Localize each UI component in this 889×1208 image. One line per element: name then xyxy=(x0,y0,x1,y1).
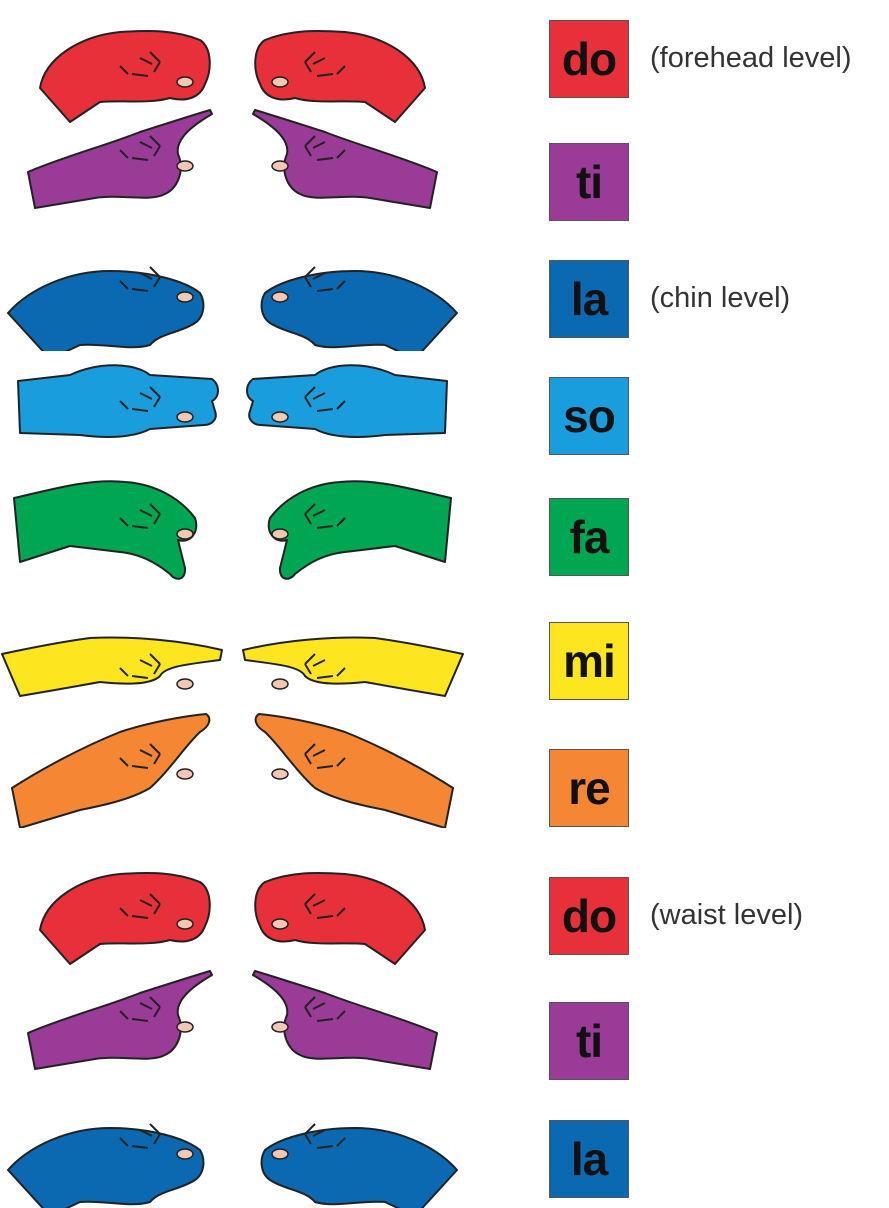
fist-icon xyxy=(0,860,225,978)
flat-palm-down-icon xyxy=(0,620,225,738)
solfege-row xyxy=(0,233,889,351)
thumb-down-icon xyxy=(240,470,465,588)
solfege-row xyxy=(0,353,889,471)
syllable-box: ti xyxy=(549,143,629,221)
solfege-row xyxy=(0,470,889,588)
level-note: (forehead level) xyxy=(650,42,852,74)
syllable-box: la xyxy=(549,260,629,338)
fist-icon xyxy=(0,18,225,136)
syllable-box: la xyxy=(549,1120,629,1198)
drooping-hand-icon xyxy=(240,1090,465,1208)
solfege-row xyxy=(0,1090,889,1208)
fist-icon xyxy=(240,18,465,136)
syllable-box: re xyxy=(549,749,629,827)
thumb-down-icon xyxy=(0,470,225,588)
pointing-up-icon xyxy=(0,963,225,1081)
flat-hand-icon xyxy=(0,353,225,471)
solfege-row xyxy=(0,710,889,828)
solfege-row xyxy=(0,963,889,1081)
solfege-row xyxy=(0,102,889,220)
syllable-box: do xyxy=(549,20,629,98)
syllable-box: ti xyxy=(549,1002,629,1080)
syllable-box: fa xyxy=(549,498,629,576)
solfege-row xyxy=(0,620,889,738)
syllable-box: do xyxy=(549,877,629,955)
angled-up-hand-icon xyxy=(0,710,225,828)
pointing-up-icon xyxy=(240,963,465,1081)
level-note: (chin level) xyxy=(650,282,791,314)
angled-up-hand-icon xyxy=(240,710,465,828)
solfege-row xyxy=(0,860,889,978)
pointing-up-icon xyxy=(0,102,225,220)
flat-palm-down-icon xyxy=(240,620,465,738)
drooping-hand-icon xyxy=(0,233,225,351)
drooping-hand-icon xyxy=(0,1090,225,1208)
drooping-hand-icon xyxy=(240,233,465,351)
solfege-row xyxy=(0,18,889,136)
flat-hand-icon xyxy=(240,353,465,471)
pointing-up-icon xyxy=(240,102,465,220)
fist-icon xyxy=(240,860,465,978)
syllable-box: so xyxy=(549,377,629,455)
syllable-box: mi xyxy=(549,622,629,700)
level-note: (waist level) xyxy=(650,899,804,931)
